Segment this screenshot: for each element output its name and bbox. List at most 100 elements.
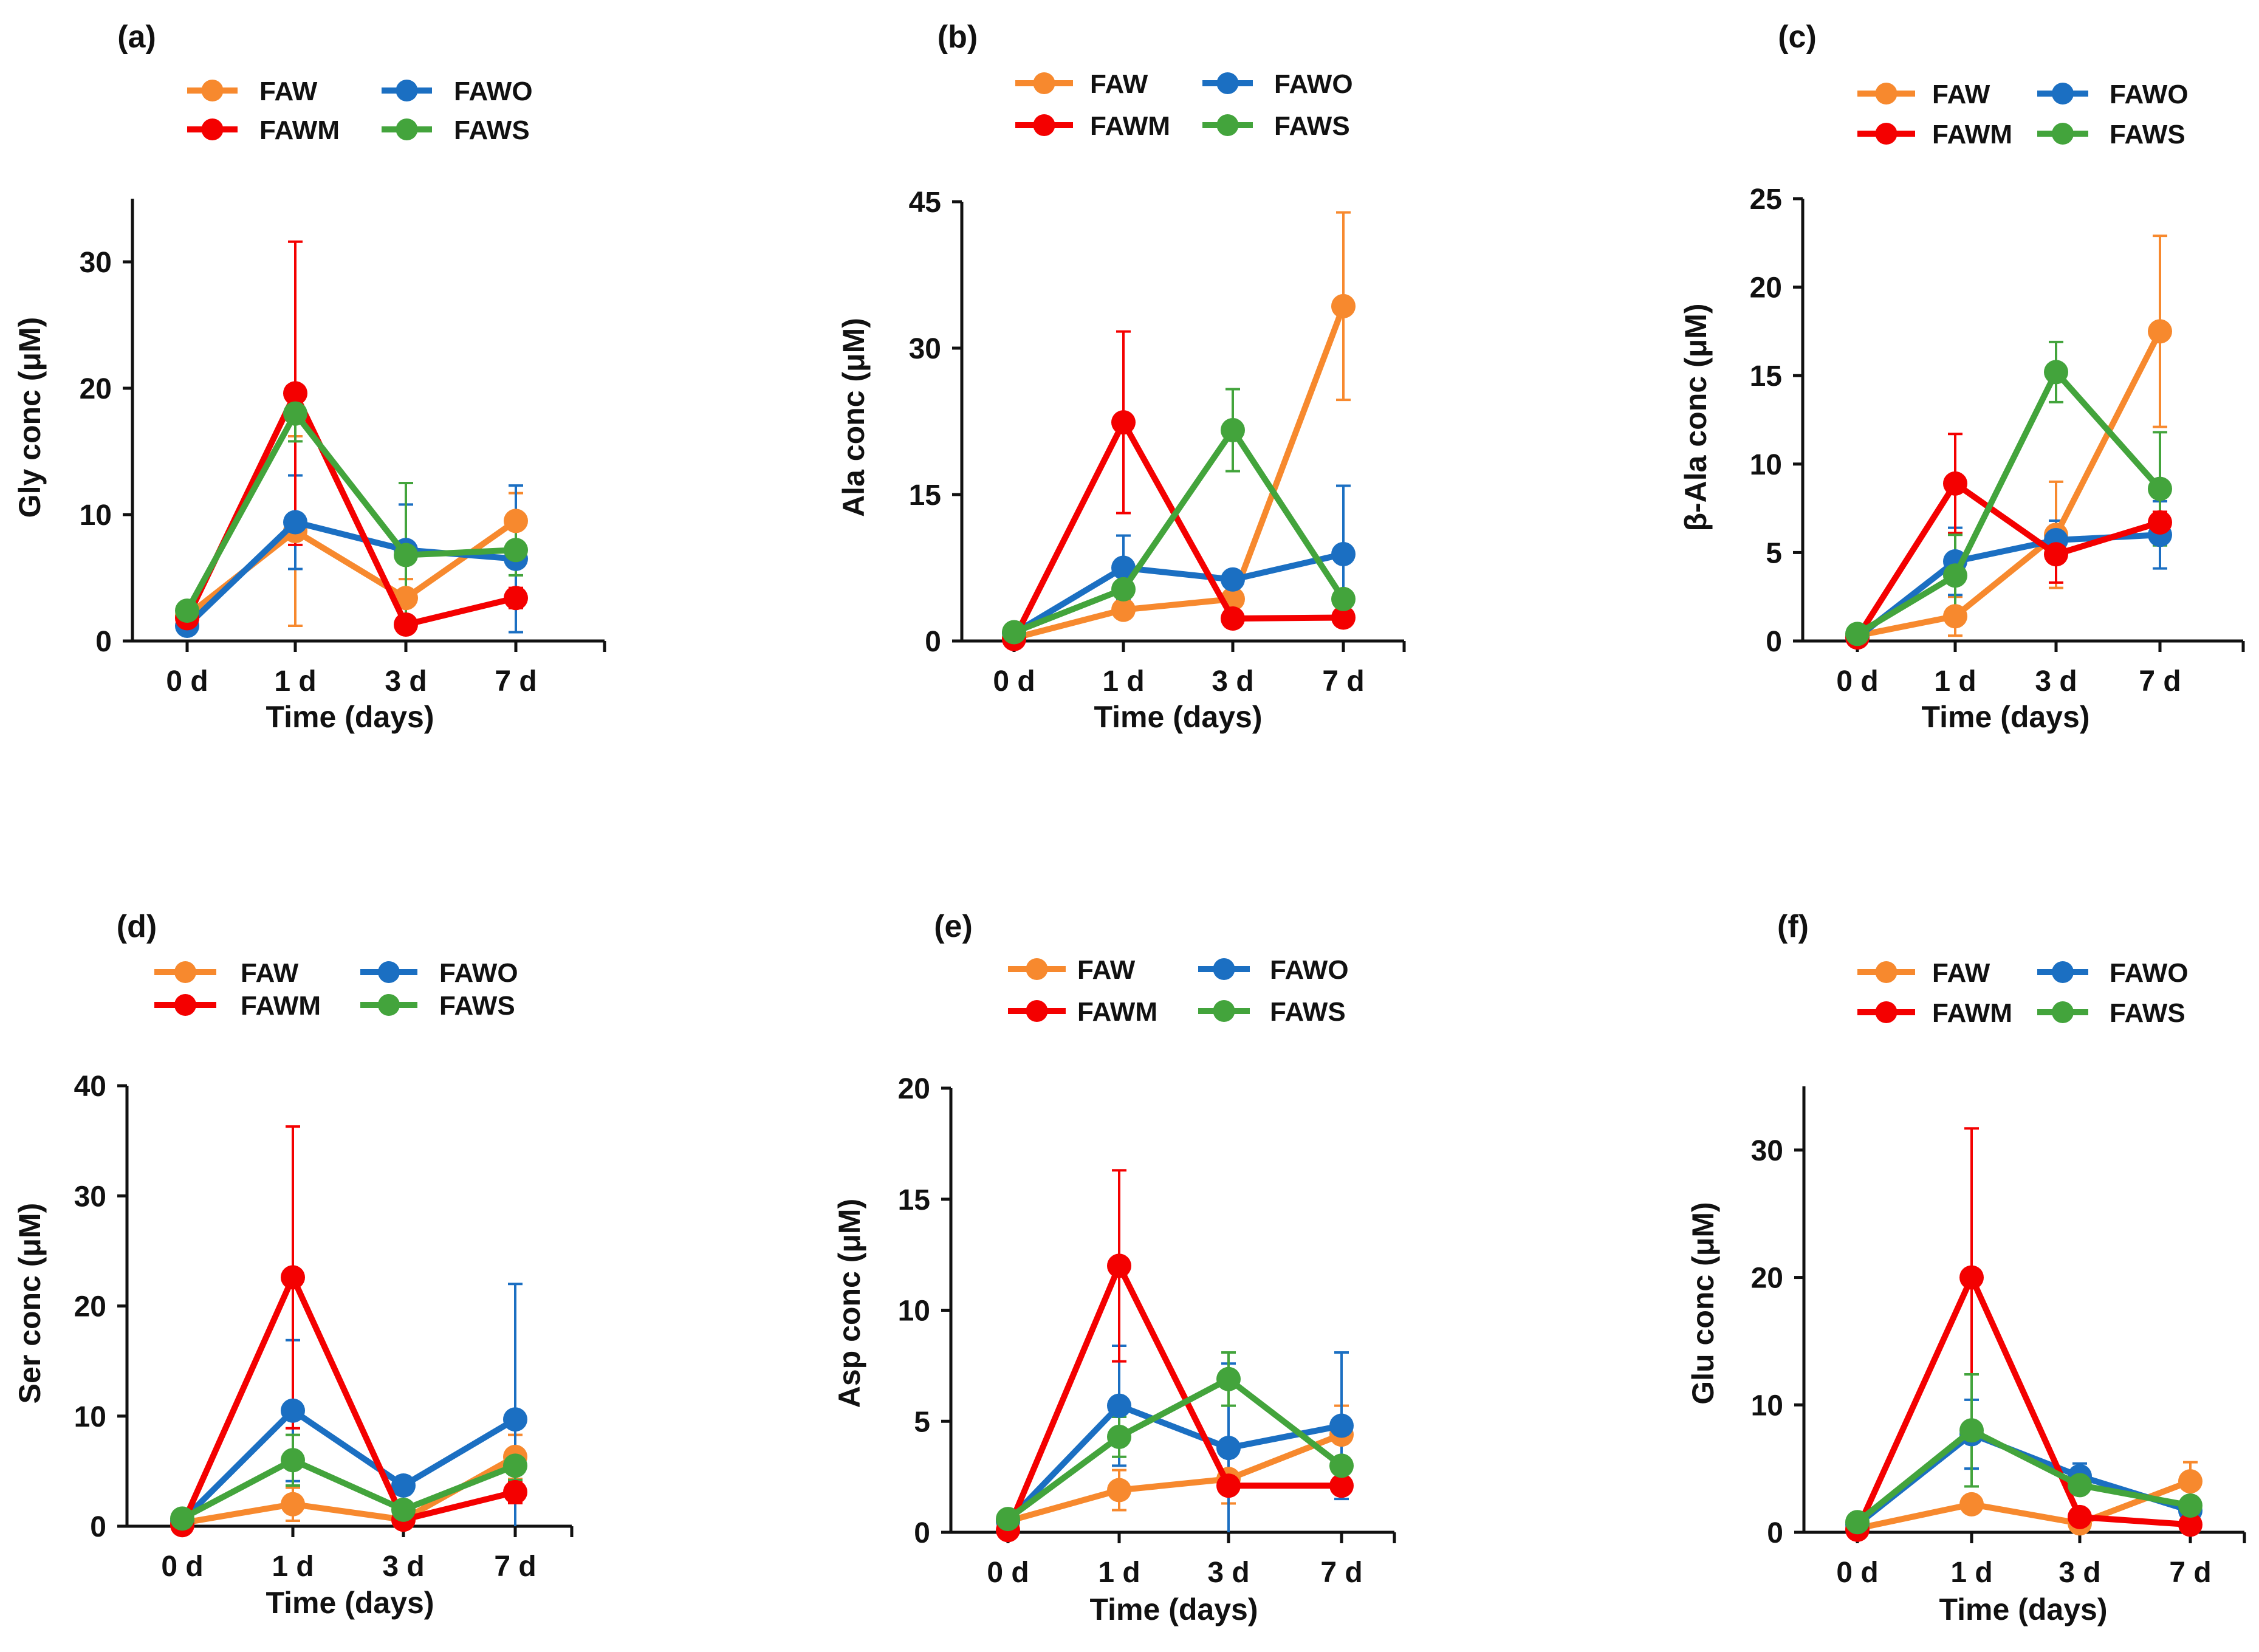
data-point-fawo [1329,1413,1354,1438]
data-point-faws [2148,476,2172,501]
x-tick-label: 3 d [1207,1557,1249,1589]
x-tick-label: 3 d [1212,665,1253,697]
data-point-fawm [1107,1253,1131,1278]
legend-item-fawm: FAWM [1008,997,1157,1027]
y-tick-label: 10 [80,499,112,532]
y-tick-label: 10 [74,1401,106,1433]
y-axis-label: Glu conc (μM) [1686,1202,1720,1404]
legend-label: FAW [1932,80,1990,109]
panel-d: (d) 0 10 20 30 40 0 d 1 d 3 d 7 d Time (days) Ser c… [13,909,574,1620]
y-tick-label: 15 [1750,360,1782,392]
legend-item-fawo: FAWO [2037,80,2189,109]
y-axis-label: Asp conc (μM) [832,1199,866,1408]
legend-item-fawm: FAWM [1857,120,2012,149]
data-point-faws [1943,563,1967,588]
legend-item-fawm: FAWM [1015,111,1170,141]
y-tick-label: 20 [80,373,112,405]
legend-marker [1875,1001,1897,1023]
data-point-faws [391,1497,416,1522]
series-line-faws [1013,427,1346,636]
panel-label: (e) [934,909,973,944]
legend-marker [378,994,400,1016]
y-tick-label: 15 [909,479,941,512]
x-tick-label: 1 d [1098,1557,1140,1589]
data-point-fawo [281,1398,305,1423]
legend-label: FAWS [1270,997,1346,1027]
y-tick-label: 30 [909,333,941,365]
legend-item-faws: FAWS [1202,111,1350,141]
legend-item-fawm: FAWM [1857,998,2012,1028]
panel-label: (c) [1778,19,1817,55]
legend-marker [2052,123,2074,145]
data-point-faws [281,1448,305,1473]
legend-item-fawo: FAWO [1198,955,1349,985]
y-tick-label: 45 [909,187,941,219]
data-point-fawm [503,1479,527,1504]
data-point-fawm [1959,1265,1984,1290]
y-tick-label: 20 [898,1073,930,1105]
data-point-fawo [391,1473,416,1498]
data-point-faws [2178,1493,2202,1518]
data-point-faws [1959,1418,1984,1443]
series-line-faw [1013,305,1346,642]
legend-marker [1875,83,1897,105]
legend-item-faw: FAW [1857,958,1990,988]
y-tick-label: 5 [1766,537,1782,569]
legend-item-faw: FAW [1857,80,1990,109]
legend-label: FAWO [2110,80,2189,109]
x-tick-label: 0 d [987,1557,1029,1589]
data-point-fawm [1221,606,1245,631]
panel-label: (d) [117,909,157,944]
x-tick-label: 1 d [272,1551,314,1583]
legend-marker [174,961,196,983]
x-tick-label: 7 d [494,1551,536,1583]
y-axis-label: Ala conc (μM) [837,318,871,517]
data-point-faw [1943,604,1967,629]
series-line-faw [1856,1478,2192,1532]
legend-marker [1033,72,1055,94]
data-point-faw [504,509,528,533]
data-point-fawm [1216,1473,1241,1498]
x-tick-label: 7 d [2169,1557,2211,1589]
y-axis-label: Ser conc (μM) [13,1203,47,1404]
data-point-faws [175,598,199,623]
y-tick-label: 20 [74,1291,106,1323]
data-point-faw [1331,293,1356,318]
data-point-fawo [1221,567,1245,592]
panel-b: (b) 0 15 30 45 0 d 1 d 3 d 7 d Time (days) Ala con… [837,19,1406,734]
legend-item-fawm: FAWM [187,115,340,145]
legend-label: FAWM [1932,120,2012,149]
y-tick-label: 5 [914,1406,930,1438]
legend-item-fawo: FAWO [382,77,533,106]
y-tick-label: 0 [1767,1517,1783,1549]
y-tick-label: 15 [898,1184,930,1216]
legend-item-fawo: FAWO [360,958,518,988]
legend-label: FAW [259,77,318,106]
legend-label: FAWO [439,958,518,988]
x-tick-label: 3 d [2035,665,2077,697]
data-point-faw [1959,1492,1984,1517]
data-point-faws [1845,622,1870,646]
data-point-fawm [504,586,528,611]
data-point-faws [1331,586,1356,611]
legend-item-faws: FAWS [2037,120,2185,149]
data-point-fawm [2178,1512,2202,1537]
data-point-faw [1107,1478,1131,1503]
data-point-faws [1002,620,1026,645]
legend-label: FAWM [259,115,340,145]
data-point-faws [1107,1424,1131,1449]
legend-label: FAWS [2110,120,2185,149]
y-tick-label: 10 [1751,1390,1783,1422]
y-tick-label: 0 [914,1517,930,1549]
x-tick-label: 1 d [1950,1557,1992,1589]
series-line-fawo [180,1407,517,1523]
x-tick-label: 0 d [166,665,208,697]
legend-marker [1875,123,1897,145]
legend-marker [1026,958,1048,980]
legend-marker [1213,958,1235,980]
x-tick-label: 0 d [161,1551,203,1583]
y-tick-label: 20 [1750,272,1782,304]
y-tick-label: 30 [1751,1135,1783,1167]
legend-item-faws: FAWS [382,115,530,145]
